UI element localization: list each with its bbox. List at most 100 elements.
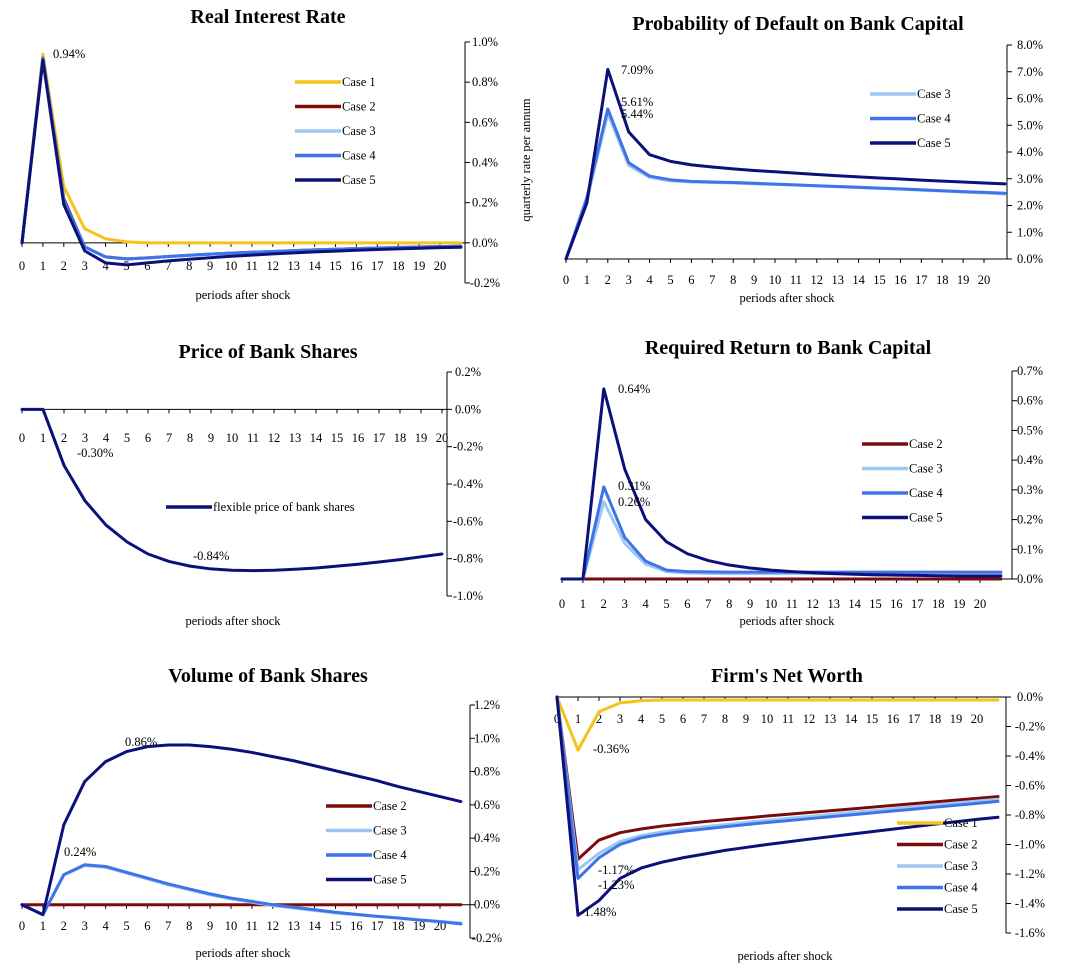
- x-tick-label: 9: [747, 597, 753, 611]
- y-tick-label: -1.0%: [453, 589, 483, 603]
- x-tick-label: 19: [950, 712, 963, 726]
- legend-label-case-5: Case 5: [373, 873, 407, 887]
- x-tick-label: 5: [663, 597, 669, 611]
- data-label: 5.44%: [621, 107, 653, 121]
- x-tick-label: 16: [887, 712, 900, 726]
- x-tick-label: 8: [722, 712, 728, 726]
- y-tick-label: 2.0%: [1017, 199, 1043, 213]
- x-tick-label: 8: [187, 431, 193, 445]
- legend-label-case-1: Case 1: [944, 816, 978, 830]
- y-tick-label: -1.2%: [1015, 867, 1045, 881]
- series-line-flexible-price-of-bank-shares: [20, 407, 444, 573]
- legend: Case 1 Case 2 Case 3 Case 4 Case 5: [897, 816, 978, 916]
- y-tick-label: -0.8%: [453, 552, 483, 566]
- x-tick-label: 2: [61, 919, 67, 933]
- x-axis-label: periods after shock: [195, 946, 291, 960]
- legend: Case 2 Case 3 Case 4 Case 5: [326, 799, 407, 887]
- data-label: 0.86%: [125, 735, 157, 749]
- x-tick-label: 8: [730, 273, 736, 287]
- x-tick-label: 11: [247, 431, 259, 445]
- x-tick-label: 11: [782, 712, 794, 726]
- x-tick-label: 12: [803, 712, 816, 726]
- x-tick-label: 20: [971, 712, 984, 726]
- x-tick-label: 19: [415, 431, 428, 445]
- x-tick-label: 10: [761, 712, 774, 726]
- y-tick-label: 1.0%: [472, 35, 498, 49]
- x-tick-label: 5: [123, 919, 129, 933]
- data-label: -1.48%: [580, 905, 616, 919]
- data-label: -0.30%: [77, 446, 113, 460]
- y-tick-label: 7.0%: [1017, 65, 1043, 79]
- x-tick-label: 0: [19, 259, 25, 273]
- x-tick-label: 1: [40, 431, 46, 445]
- x-tick-label: 14: [310, 431, 323, 445]
- x-tick-label: 20: [436, 431, 449, 445]
- series-line-case-5: [560, 387, 1003, 581]
- x-tick-label: 14: [308, 919, 321, 933]
- x-tick-label: 5: [659, 712, 665, 726]
- series-line-case-5: [20, 743, 463, 917]
- legend-label-flexible-price-of-bank-shares: flexible price of bank shares: [213, 500, 355, 514]
- data-label: 5.61%: [621, 95, 653, 109]
- x-tick-label: 18: [932, 597, 945, 611]
- y-tick-label: 6.0%: [1017, 92, 1043, 106]
- y-tick-label: 5.0%: [1017, 118, 1043, 132]
- x-tick-label: 3: [82, 919, 88, 933]
- plot-area: 1.0%0.8%0.6%0.4%0.2%0.0%-0.2%0 1 2 3 4 5 6 7 8 9 1…: [19, 35, 500, 290]
- x-tick-label: 2: [601, 597, 607, 611]
- y-tick-label: 0.2%: [1017, 513, 1043, 527]
- y-tick-label: 8.0%: [1017, 38, 1043, 52]
- x-tick-label: 9: [208, 431, 214, 445]
- x-tick-label: 14: [308, 259, 321, 273]
- plot-area: 1.2%1.0%0.8%0.6%0.4%0.2%0.0%-0.2%0 1 2 3 4 5 6…: [19, 698, 502, 945]
- x-axis-label: periods after shock: [185, 614, 281, 628]
- y-tick-label: 0.4%: [472, 156, 498, 170]
- series-line-case-1: [555, 695, 1000, 752]
- x-tick-label: 16: [894, 273, 907, 287]
- x-tick-label: 2: [596, 712, 602, 726]
- data-label: 7.09%: [621, 63, 653, 77]
- x-tick-label: 15: [866, 712, 879, 726]
- data-label: 0.26%: [618, 495, 650, 509]
- x-tick-label: 4: [102, 919, 109, 933]
- x-tick-label: 12: [268, 431, 281, 445]
- y-tick-label: 0.8%: [472, 75, 498, 89]
- legend-label-case-3: Case 3: [917, 87, 951, 101]
- x-tick-label: 15: [869, 597, 882, 611]
- legend-label-case-3: Case 3: [909, 462, 943, 476]
- legend-label-case-3: Case 3: [373, 824, 407, 838]
- x-tick-label: 0: [559, 597, 565, 611]
- y-tick-label: 0.5%: [1017, 423, 1043, 437]
- y-tick-label: 1.2%: [474, 698, 500, 712]
- x-tick-label: 2: [61, 259, 67, 273]
- legend-label-case-4: Case 4: [373, 848, 407, 862]
- x-tick-label: 2: [605, 273, 611, 287]
- legend: Case 3 Case 4 Case 5: [870, 87, 951, 150]
- y-tick-label: -1.4%: [1015, 897, 1045, 911]
- y-tick-label: 0.0%: [1017, 252, 1043, 266]
- x-tick-label: 3: [617, 712, 623, 726]
- x-tick-label: 1: [575, 712, 581, 726]
- y-tick-label: 4.0%: [1017, 145, 1043, 159]
- x-tick-label: 3: [626, 273, 632, 287]
- x-tick-label: 13: [827, 597, 840, 611]
- x-tick-label: 16: [350, 259, 363, 273]
- x-tick-label: 0: [19, 431, 25, 445]
- x-tick-label: 6: [145, 431, 151, 445]
- data-label: 0.94%: [53, 47, 85, 61]
- x-tick-label: 20: [974, 597, 987, 611]
- x-tick-label: 11: [790, 273, 802, 287]
- legend-label-case-4: Case 4: [917, 112, 951, 126]
- x-tick-label: 10: [226, 431, 239, 445]
- x-tick-label: 9: [207, 919, 213, 933]
- legend-label-case-5: Case 5: [944, 902, 978, 916]
- y-tick-label: 0.0%: [455, 402, 481, 416]
- panel-required-return: Required Return to Bank Capital periods …: [559, 337, 1043, 628]
- y-tick-label: 0.2%: [472, 196, 498, 210]
- x-tick-label: 6: [144, 919, 150, 933]
- legend: Case 2 Case 3 Case 4 Case 5: [862, 437, 943, 525]
- y-tick-label: 0.0%: [1017, 690, 1043, 704]
- x-tick-label: 4: [102, 259, 109, 273]
- y-tick-label: -0.2%: [470, 276, 500, 290]
